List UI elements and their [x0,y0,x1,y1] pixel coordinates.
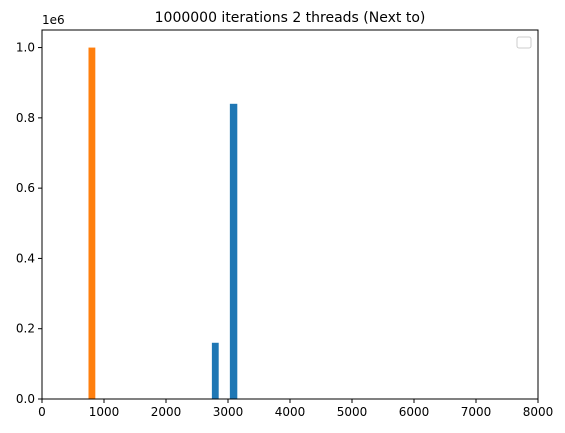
y-tick-label: 0.8 [16,111,35,125]
bar-series-1-1 [229,103,238,400]
x-tick-label: 7000 [461,405,492,419]
y-tick-label: 0.0 [16,392,35,406]
x-tick-label: 1000 [89,405,120,419]
y-tick-label: 0.4 [16,251,35,265]
bar-series-0-0 [88,47,96,399]
y-tick-label: 1.0 [16,41,35,55]
y-axis-offset-label: 1e6 [42,13,65,27]
axes-layer: 0 1000 2000 3000 4000 5000 6000 7000 8000 0.0 0.2 0… [16,29,554,419]
y-tick-label: 0.6 [16,181,35,195]
x-tick-label: 5000 [337,405,368,419]
legend [516,36,532,49]
x-tick-label: 6000 [399,405,430,419]
x-tick-label: 0 [38,405,46,419]
x-tick-label: 4000 [275,405,306,419]
x-tick-label: 3000 [213,405,244,419]
chart-title: 1000000 iterations 2 threads (Next to) [155,10,426,26]
x-tick-label: 2000 [151,405,182,419]
legend-box [516,36,532,49]
bars-layer [88,47,238,400]
y-tick-label: 0.2 [16,322,35,336]
x-tick-label: 8000 [523,405,554,419]
bar-series-1-0 [211,342,219,399]
